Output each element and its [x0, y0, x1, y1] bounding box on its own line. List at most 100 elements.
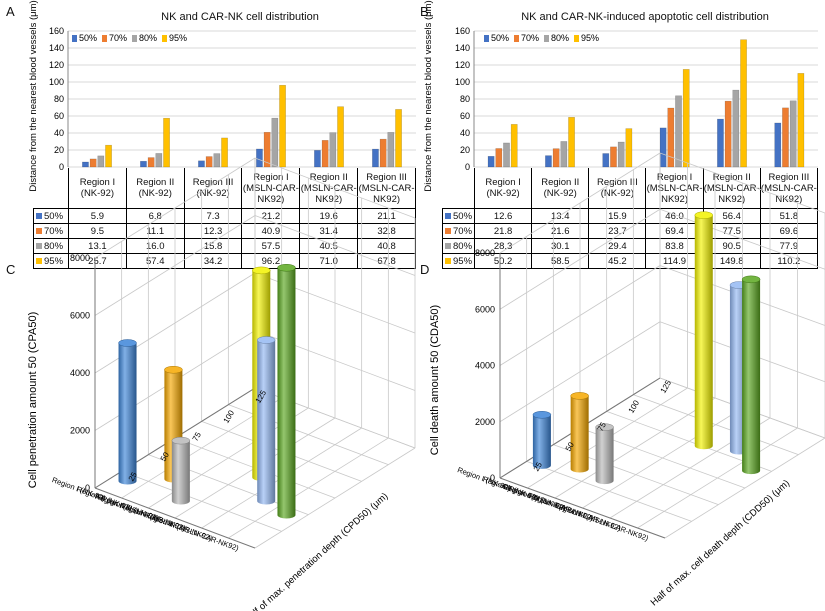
legend-swatch-80 [36, 242, 42, 249]
cylinder-bar [595, 427, 614, 485]
z-tick-label: 0 [490, 473, 495, 483]
legend-swatch [574, 35, 579, 42]
bar [155, 153, 163, 168]
bar [379, 138, 387, 168]
row-label: 95% [442, 253, 475, 269]
bar [617, 141, 625, 168]
legend-label: 50% [79, 33, 97, 43]
bar [732, 89, 740, 168]
bar [321, 140, 329, 168]
y-tick-label: 80 [460, 94, 470, 104]
x-tick-label: 0 [501, 482, 511, 491]
bar [89, 158, 97, 168]
cylinder-top [595, 423, 614, 431]
legend-swatch [102, 35, 107, 42]
column-header: Region I (MSLN-CAR-NK92) [645, 168, 704, 209]
legend-swatch-50 [445, 212, 451, 219]
bar [97, 155, 105, 168]
y-tick-label: 100 [455, 77, 470, 87]
legend-label: 50% [491, 33, 509, 43]
cylinder-bar [694, 215, 713, 450]
cylinder-bar [742, 279, 761, 475]
bar [717, 118, 724, 168]
table-row: 95% 25.7 57.4 34.2 96.2 71.0 67.8 [33, 253, 416, 269]
cylinder-top [570, 392, 589, 400]
cylinder-top [118, 339, 137, 347]
bar [675, 95, 682, 168]
table-row: 50% 5.9 6.8 7.3 21.2 19.6 21.1 [33, 208, 416, 224]
bar [205, 156, 213, 168]
chart-title-b: NK and CAR-NK-induced apoptotic cell dis… [521, 11, 769, 23]
panel-letter-b: B [420, 4, 429, 19]
column-header: Region II (NK-92) [125, 168, 185, 209]
column-header: Region III (NK-92) [183, 168, 243, 209]
cylinder-bar [277, 267, 296, 519]
cylinder-bar [171, 440, 190, 505]
grid-line [633, 394, 799, 456]
bar [163, 117, 170, 168]
bar [395, 109, 402, 168]
panel-letter-d: D [420, 262, 430, 277]
z-tick-label: 4000 [475, 361, 495, 371]
cylinder-bar [257, 340, 276, 505]
bar [198, 160, 205, 168]
bar [602, 153, 610, 168]
category-label: Region III (MSLN-CAR-NK92) [553, 500, 650, 543]
y-tick-label: 120 [455, 60, 470, 70]
legend-swatch [162, 35, 167, 42]
legend-swatch [72, 35, 77, 42]
y-tick-label: 140 [455, 43, 470, 53]
x-tick-label: 0 [96, 492, 106, 501]
z-tick-label: 8000 [475, 248, 495, 258]
data-table-b: Region I (NK-92) Region II (NK-92) Regio… [442, 168, 819, 269]
legend-label: 95% [581, 33, 599, 43]
z-tick-label: 6000 [475, 304, 495, 314]
bar [774, 122, 782, 168]
table-cell: 34.2 [183, 253, 243, 269]
panel-letter-a: A [6, 4, 15, 19]
y-axis-label-b: Distance from the nearest blood vessels … [423, 0, 434, 191]
legend-label: 70% [521, 33, 539, 43]
cylinder-top [164, 366, 183, 374]
x-tick-label: 100 [627, 398, 642, 415]
z-tick-label: 2000 [70, 426, 90, 436]
column-header: Region I (NK-92) [68, 168, 127, 209]
bar [337, 106, 344, 168]
legend-swatch [484, 35, 489, 42]
cylinder-bar [118, 343, 137, 485]
y-tick-label: 160 [49, 26, 64, 36]
y-tick-label: 160 [455, 26, 470, 36]
bar [545, 155, 552, 168]
y-axis-label-a: Distance from the nearest blood vessels … [28, 0, 39, 191]
bar [387, 132, 395, 168]
table-header-row: Region I (NK-92) Region II (NK-92) Regio… [443, 168, 819, 209]
y-tick-label: 80 [54, 94, 64, 104]
bar [682, 69, 690, 168]
cylinder-top [277, 264, 296, 272]
z-tick-label: 2000 [475, 417, 495, 427]
cylinder-bar [570, 395, 589, 473]
bar [667, 107, 675, 168]
bar [487, 156, 495, 168]
bar [610, 146, 617, 168]
bar [503, 142, 510, 168]
row-label: 95% [33, 253, 69, 269]
legend-swatch-80 [445, 242, 451, 249]
legend-swatch [514, 35, 519, 42]
y-tick-label: 60 [460, 111, 470, 121]
column-header: Region III (MSLN-CAR-NK92) [759, 168, 819, 209]
bar [568, 117, 575, 168]
bar [279, 84, 286, 168]
x-axis-label-d: Half of max. cell death depth (CDD50) (μ… [649, 478, 792, 609]
y-tick-label: 60 [54, 111, 64, 121]
y-tick-label: 140 [49, 43, 64, 53]
bar [256, 148, 263, 168]
bar [510, 124, 518, 168]
cylinder-top [171, 436, 191, 445]
table-row: 95% 50.2 58.5 45.2 114.9 149.8 110.2 [442, 253, 819, 269]
y-tick-label: 40 [460, 128, 470, 138]
column-header: Region II (MSLN-CAR-NK92) [299, 168, 359, 209]
bar [740, 39, 747, 168]
